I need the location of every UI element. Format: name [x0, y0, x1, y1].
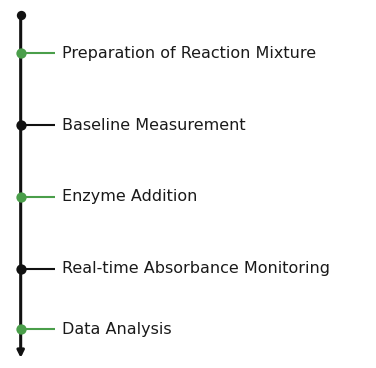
Point	[18, 122, 24, 128]
Point	[18, 326, 24, 332]
Text: Preparation of Reaction Mixture: Preparation of Reaction Mixture	[62, 46, 316, 61]
Text: Real-time Absorbance Monitoring: Real-time Absorbance Monitoring	[62, 261, 330, 276]
Point	[18, 194, 24, 200]
Text: Baseline Measurement: Baseline Measurement	[62, 118, 246, 132]
Point	[18, 50, 24, 56]
Point	[18, 12, 24, 18]
Text: Enzyme Addition: Enzyme Addition	[62, 190, 197, 204]
Point	[18, 266, 24, 272]
Text: Data Analysis: Data Analysis	[62, 322, 172, 337]
